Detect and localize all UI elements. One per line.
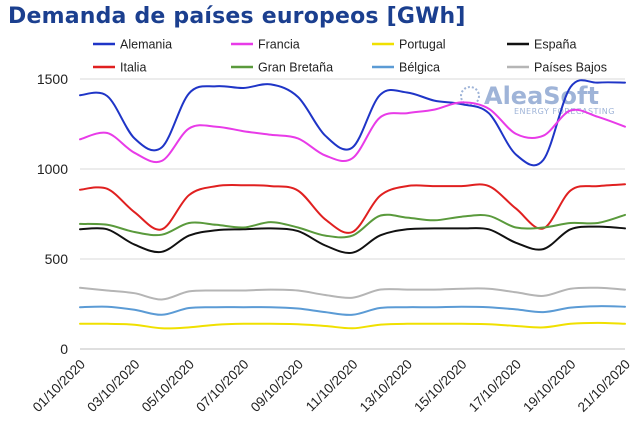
legend-label-paises-bajos: Países Bajos: [534, 61, 607, 75]
legend-label-portugal: Portugal: [399, 38, 446, 52]
legend: Alemania Francia Portugal España Italia Gran …: [93, 38, 607, 75]
series-line-paises-bajos: [79, 286, 626, 301]
legend-label-espana: España: [534, 38, 576, 52]
y-axis-ticks: 0 500 1000 1500: [37, 71, 68, 357]
legend-label-alemania: Alemania: [120, 38, 172, 52]
gridlines: [80, 78, 625, 350]
watermark-title: AleaSoft: [484, 82, 599, 110]
series-line-francia: [79, 101, 626, 164]
x-tick-label: 19/10/2020: [520, 357, 578, 415]
x-tick-label: 21/10/2020: [575, 357, 633, 415]
y-tick-label: 1000: [37, 161, 68, 177]
x-tick-label: 01/10/2020: [30, 357, 88, 415]
series-line-espana: [79, 225, 626, 254]
x-tick-label: 15/10/2020: [411, 357, 469, 415]
chart-title: Demanda de países europeos [GWh]: [8, 4, 466, 29]
series-lines: [79, 79, 626, 330]
y-tick-label: 500: [45, 251, 69, 267]
legend-label-gran-bretana: Gran Bretaña: [258, 61, 333, 75]
x-tick-label: 11/10/2020: [303, 357, 361, 415]
legend-label-francia: Francia: [258, 38, 300, 52]
aleasoft-logo-icon: [460, 86, 480, 106]
x-tick-label: 07/10/2020: [193, 357, 251, 415]
series-line-italia: [79, 183, 626, 234]
watermark-subtitle: ENERGY FORECASTING: [514, 107, 615, 116]
x-tick-label: 17/10/2020: [466, 357, 524, 415]
x-tick-label: 09/10/2020: [248, 357, 306, 415]
series-line-alemania: [79, 79, 626, 167]
series-line-gran-bretana: [79, 213, 626, 239]
x-tick-label: 05/10/2020: [139, 357, 197, 415]
legend-label-belgica: Bélgica: [399, 61, 440, 75]
x-tick-label: 03/10/2020: [84, 357, 142, 415]
y-tick-label: 0: [60, 341, 68, 357]
x-tick-label: 13/10/2020: [357, 357, 415, 415]
series-line-portugal: [79, 321, 626, 330]
legend-label-italia: Italia: [120, 61, 146, 75]
y-tick-label: 1500: [37, 71, 68, 87]
series-line-belgica: [79, 305, 626, 316]
x-axis-ticks: 01/10/202003/10/202005/10/202007/10/2020…: [30, 357, 633, 415]
